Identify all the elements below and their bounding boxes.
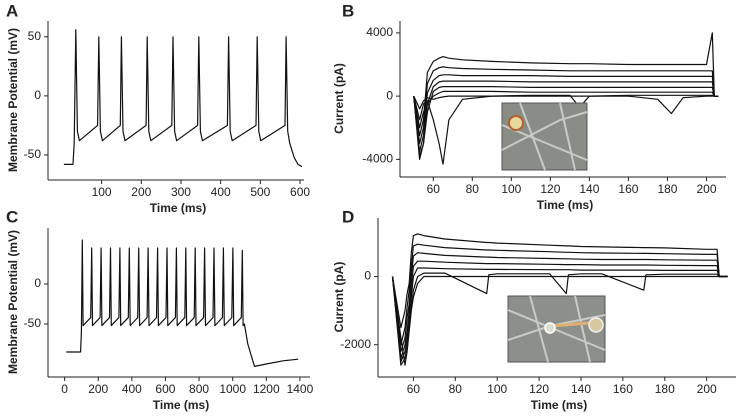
x-tick-label: 140	[571, 382, 591, 396]
panel-label: B	[342, 1, 354, 20]
panel-label: D	[342, 207, 354, 226]
x-tick-label: 1200	[253, 382, 280, 396]
cell-image-d	[507, 295, 606, 363]
x-tick-label: 140	[579, 182, 599, 196]
x-tick-label: 400	[211, 185, 231, 199]
x-tick-label: 800	[189, 382, 209, 396]
x-tick-label: 200	[131, 185, 151, 199]
x-tick-label: 160	[613, 382, 633, 396]
trace	[413, 94, 719, 165]
y-tick-label: 50	[28, 29, 42, 43]
trace	[413, 66, 719, 145]
insets	[501, 102, 606, 363]
y-tick-label: 0	[386, 88, 393, 102]
trace	[391, 243, 728, 346]
x-tick-label: 0	[61, 382, 68, 396]
x-axis-label: Time (ms)	[153, 398, 209, 412]
x-tick-label: 100	[92, 185, 112, 199]
x-tick-label: 1000	[219, 382, 246, 396]
trace	[63, 29, 303, 168]
cell-image-b	[501, 102, 588, 171]
x-tick-label: 80	[466, 182, 480, 196]
x-tick-label: 180	[655, 382, 675, 396]
trace	[391, 260, 728, 359]
x-tick-label: 600	[290, 185, 310, 199]
y-axis-label: Membrane Potential (mV)	[6, 28, 20, 172]
trace	[413, 74, 719, 153]
panel-label: A	[6, 1, 18, 20]
y-axis-label: Membrane Potential (mV)	[6, 230, 20, 374]
x-tick-label: 100	[487, 382, 507, 396]
x-tick-label: 60	[407, 382, 421, 396]
trace	[391, 267, 728, 363]
x-tick-label: 160	[618, 182, 638, 196]
trace	[413, 86, 719, 160]
y-tick-label: 0	[34, 276, 41, 290]
x-tick-label: 200	[697, 382, 717, 396]
y-tick-label: 0	[364, 269, 371, 283]
panel-label: C	[6, 207, 18, 226]
y-tick-label: 0	[34, 88, 41, 102]
trace	[66, 239, 299, 367]
x-tick-label: 200	[88, 382, 108, 396]
x-tick-label: 100	[501, 182, 521, 196]
x-tick-label: 80	[449, 382, 463, 396]
trace	[413, 95, 719, 115]
x-tick-label: 120	[540, 182, 560, 196]
x-axis-label: Time (ms)	[537, 198, 593, 212]
x-tick-label: 120	[529, 382, 549, 396]
y-tick-label: -50	[24, 316, 42, 330]
x-tick-label: 300	[171, 185, 191, 199]
x-axis-label: Time (ms)	[150, 201, 206, 215]
trace	[413, 32, 719, 137]
y-axis-label: Current (pA)	[332, 262, 346, 333]
trace	[391, 275, 728, 366]
trace	[413, 80, 719, 157]
y-axis-label: Current (pA)	[332, 63, 346, 134]
x-tick-label: 500	[250, 185, 270, 199]
x-tick-label: 400	[122, 382, 142, 396]
y-tick-label: -4000	[362, 152, 393, 166]
x-tick-label: 200	[696, 182, 716, 196]
y-tick-label: -50	[24, 147, 42, 161]
x-tick-label: 600	[155, 382, 175, 396]
y-tick-label: 4000	[366, 25, 393, 39]
x-axis-label: Time (ms)	[531, 398, 587, 412]
x-tick-label: 1400	[287, 382, 314, 396]
trace	[413, 90, 719, 129]
y-tick-label: -2000	[340, 337, 371, 351]
x-tick-label: 180	[657, 182, 677, 196]
x-tick-label: 60	[427, 182, 441, 196]
